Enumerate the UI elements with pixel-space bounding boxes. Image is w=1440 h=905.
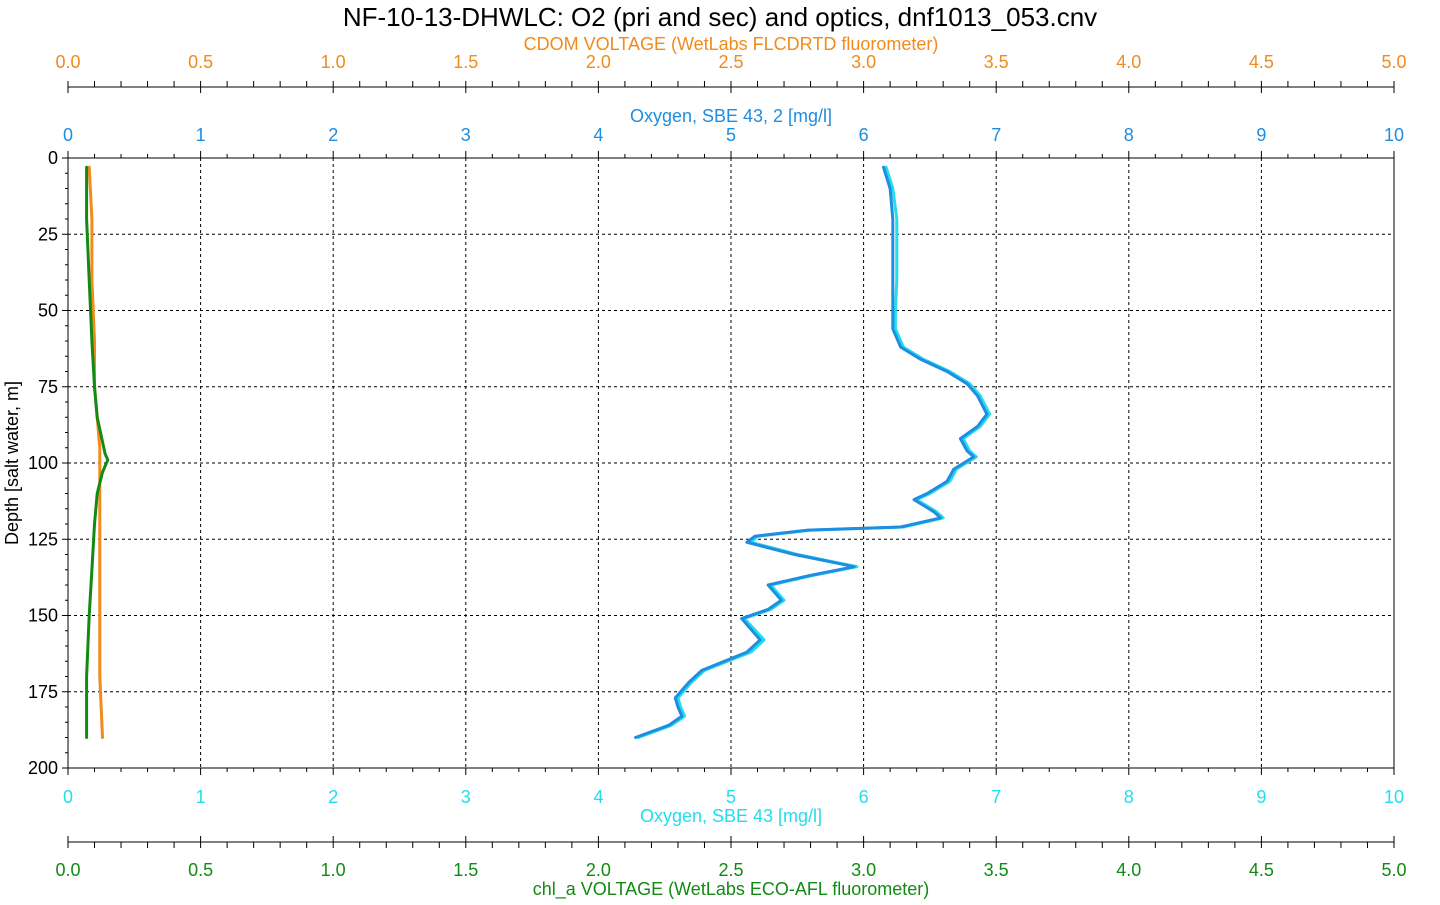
x-tick-label-oxygen: 10 bbox=[1384, 787, 1404, 807]
x-tick-label-cdom: 2.5 bbox=[718, 52, 743, 72]
y-tick-label: 75 bbox=[38, 377, 58, 397]
x-tick-label-chl: 3.0 bbox=[851, 860, 876, 880]
y-tick-label: 0 bbox=[48, 148, 58, 168]
x-tick-label-cdom: 5.0 bbox=[1381, 52, 1406, 72]
x-tick-label-cdom: 1.5 bbox=[453, 52, 478, 72]
x-tick-label-oxygen: 4 bbox=[593, 787, 603, 807]
x-tick-label-chl: 0.0 bbox=[55, 860, 80, 880]
x-tick-label-oxygen2: 4 bbox=[593, 125, 603, 145]
y-tick-label: 200 bbox=[28, 758, 58, 778]
series-line-oxygen bbox=[636, 165, 992, 739]
x-tick-label-chl: 0.5 bbox=[188, 860, 213, 880]
x-tick-label-chl: 1.0 bbox=[321, 860, 346, 880]
x-tick-label-cdom: 0.0 bbox=[55, 52, 80, 72]
grid bbox=[68, 158, 1394, 768]
x-axis-label-oxygen: Oxygen, SBE 43 [mg/l] bbox=[640, 806, 822, 826]
y-tick-label: 175 bbox=[28, 682, 58, 702]
series-line-chl bbox=[85, 165, 110, 739]
series-line-oxygen2 bbox=[634, 165, 989, 739]
x-tick-label-cdom: 4.5 bbox=[1249, 52, 1274, 72]
x-tick-label-oxygen2: 2 bbox=[328, 125, 338, 145]
x-tick-label-oxygen2: 3 bbox=[461, 125, 471, 145]
x-tick-label-cdom: 1.0 bbox=[321, 52, 346, 72]
x-tick-label-oxygen: 0 bbox=[63, 787, 73, 807]
x-tick-label-oxygen2: 0 bbox=[63, 125, 73, 145]
x-tick-label-chl: 3.5 bbox=[984, 860, 1009, 880]
x-tick-label-chl: 4.0 bbox=[1116, 860, 1141, 880]
x-tick-label-oxygen: 1 bbox=[196, 787, 206, 807]
x-tick-label-oxygen: 3 bbox=[461, 787, 471, 807]
series-layer bbox=[85, 165, 992, 739]
y-tick-label: 100 bbox=[28, 453, 58, 473]
y-tick-label: 125 bbox=[28, 529, 58, 549]
series-line-cdom bbox=[87, 165, 104, 739]
x-tick-label-oxygen: 5 bbox=[726, 787, 736, 807]
x-tick-label-oxygen2: 5 bbox=[726, 125, 736, 145]
x-tick-label-oxygen2: 7 bbox=[991, 125, 1001, 145]
x-tick-label-cdom: 0.5 bbox=[188, 52, 213, 72]
x-axis-label-cdom: CDOM VOLTAGE (WetLabs FLCDRTD fluoromete… bbox=[524, 34, 939, 54]
y-tick-label: 50 bbox=[38, 301, 58, 321]
x-tick-label-oxygen2: 6 bbox=[859, 125, 869, 145]
x-tick-label-oxygen2: 8 bbox=[1124, 125, 1134, 145]
x-tick-label-oxygen: 9 bbox=[1256, 787, 1266, 807]
x-tick-label-oxygen2: 1 bbox=[196, 125, 206, 145]
y-tick-label: 25 bbox=[38, 224, 58, 244]
x-tick-label-oxygen: 6 bbox=[859, 787, 869, 807]
x-tick-label-oxygen2: 9 bbox=[1256, 125, 1266, 145]
x-tick-label-oxygen: 7 bbox=[991, 787, 1001, 807]
y-axis-label: Depth [salt water, m] bbox=[2, 381, 22, 545]
x-tick-label-oxygen: 2 bbox=[328, 787, 338, 807]
x-tick-label-cdom: 4.0 bbox=[1116, 52, 1141, 72]
x-tick-label-chl: 2.0 bbox=[586, 860, 611, 880]
x-axis-label-chl: chl_a VOLTAGE (WetLabs ECO-AFL fluoromet… bbox=[533, 879, 929, 900]
x-tick-label-oxygen: 8 bbox=[1124, 787, 1134, 807]
x-tick-label-cdom: 2.0 bbox=[586, 52, 611, 72]
y-tick-label: 150 bbox=[28, 606, 58, 626]
x-tick-label-chl: 1.5 bbox=[453, 860, 478, 880]
x-tick-label-oxygen2: 10 bbox=[1384, 125, 1404, 145]
x-tick-label-chl: 5.0 bbox=[1381, 860, 1406, 880]
x-tick-label-cdom: 3.5 bbox=[984, 52, 1009, 72]
x-tick-label-chl: 4.5 bbox=[1249, 860, 1274, 880]
chart-title: NF-10-13-DHWLC: O2 (pri and sec) and opt… bbox=[343, 2, 1097, 32]
x-tick-label-cdom: 3.0 bbox=[851, 52, 876, 72]
x-axis-label-oxygen2: Oxygen, SBE 43, 2 [mg/l] bbox=[630, 106, 832, 126]
x-tick-label-chl: 2.5 bbox=[718, 860, 743, 880]
